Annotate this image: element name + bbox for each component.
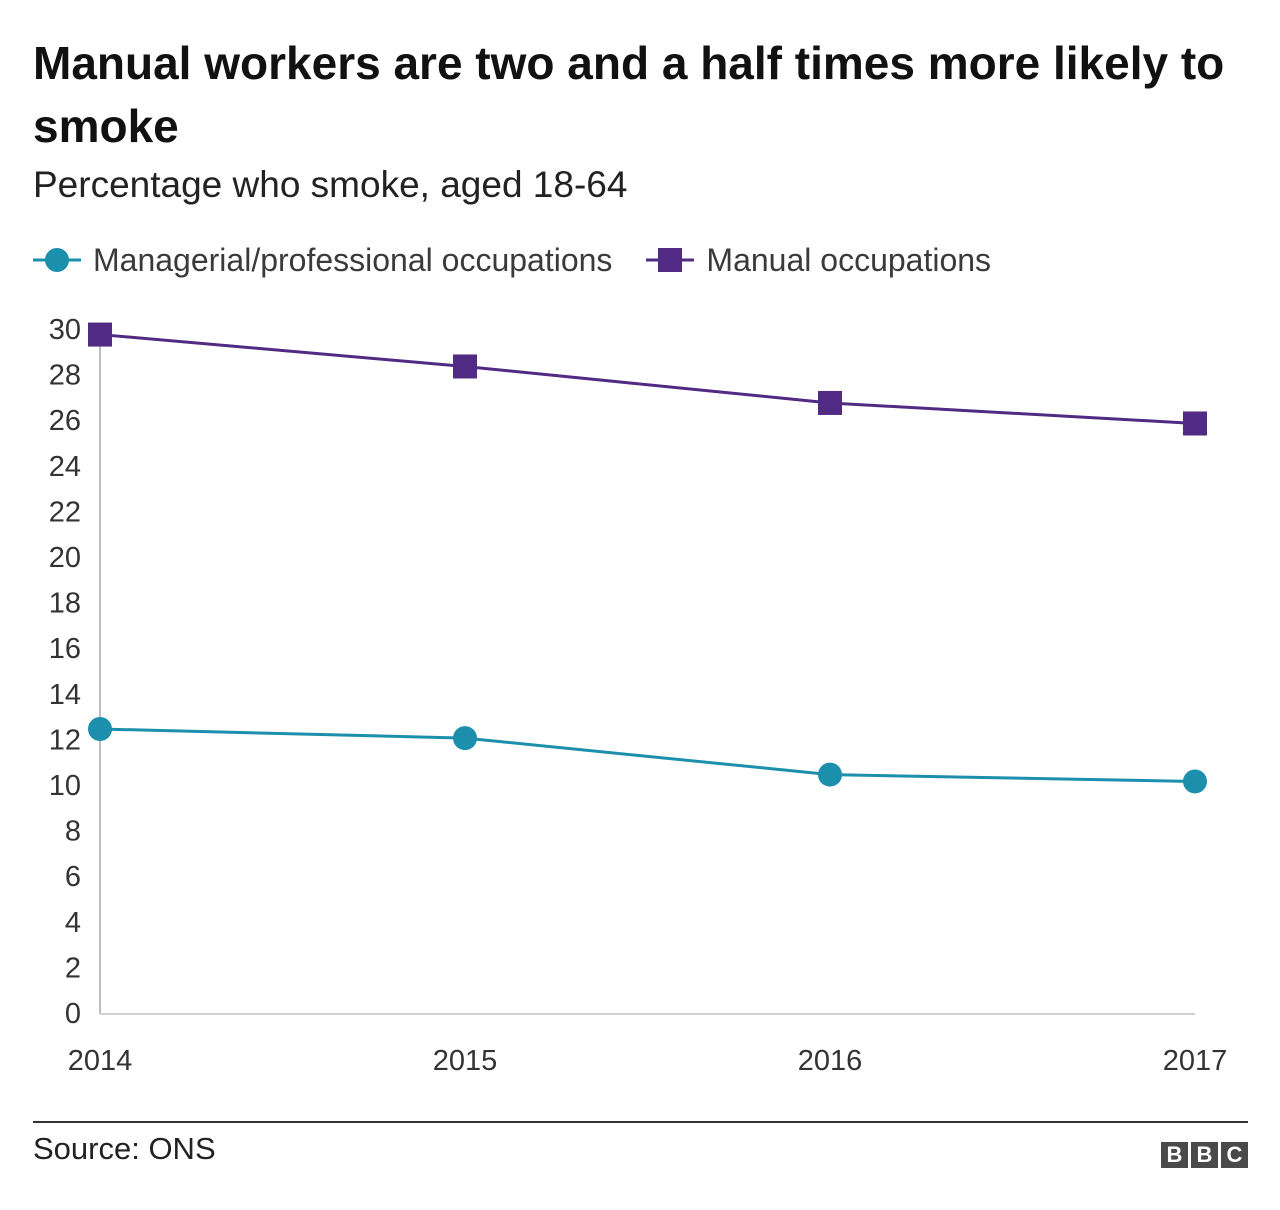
y-tick-label: 30 bbox=[49, 314, 81, 346]
chart-title: Manual workers are two and a half times … bbox=[33, 37, 1225, 152]
y-tick-label: 10 bbox=[49, 770, 81, 802]
y-tick-label: 24 bbox=[49, 451, 81, 483]
chart-subtitle: Percentage who smoke, aged 18-64 bbox=[33, 164, 628, 205]
legend-label-manual: Manual occupations bbox=[706, 241, 992, 278]
y-tick-label: 22 bbox=[49, 496, 81, 528]
series-line-0 bbox=[99, 727, 1196, 783]
y-tick-label: 18 bbox=[49, 588, 81, 620]
legend-item-managerial: Managerial/professional occupations bbox=[33, 236, 612, 284]
y-tick-label: 6 bbox=[65, 861, 81, 893]
x-tick-label: 2015 bbox=[433, 1045, 498, 1077]
y-tick-label: 28 bbox=[49, 360, 81, 392]
y-tick-label: 16 bbox=[49, 633, 81, 665]
data-point bbox=[88, 717, 112, 741]
y-tick-label: 12 bbox=[49, 724, 81, 756]
y-tick-label: 20 bbox=[49, 542, 81, 574]
y-tick-label: 26 bbox=[49, 405, 81, 437]
data-point bbox=[88, 322, 112, 347]
logo-letter-c: C bbox=[1221, 1142, 1248, 1168]
legend-square-marker-icon bbox=[646, 248, 695, 272]
x-tick-label: 2016 bbox=[798, 1045, 863, 1077]
y-tick-label: 8 bbox=[65, 816, 81, 848]
legend: Managerial/professional occupations Manu… bbox=[33, 236, 1025, 284]
data-point bbox=[818, 390, 842, 415]
x-tick-label: 2017 bbox=[1163, 1045, 1228, 1077]
x-tick-label: 2014 bbox=[68, 1045, 133, 1077]
bbc-logo: B B C bbox=[1158, 1142, 1248, 1168]
y-tick-label: 14 bbox=[49, 679, 81, 711]
logo-letter-b1: B bbox=[1161, 1142, 1188, 1168]
legend-circle-marker-icon bbox=[33, 248, 81, 272]
data-point bbox=[818, 762, 842, 787]
legend-item-manual: Manual occupations bbox=[646, 236, 991, 284]
y-tick-label: 2 bbox=[65, 952, 81, 984]
data-point bbox=[1183, 411, 1207, 436]
logo-letter-b2: B bbox=[1191, 1142, 1218, 1168]
data-point bbox=[453, 726, 477, 751]
data-point bbox=[453, 354, 477, 379]
source-text: Source: ONS bbox=[33, 1131, 216, 1166]
y-tick-label: 0 bbox=[65, 998, 81, 1030]
footer-divider bbox=[33, 1121, 1248, 1123]
legend-label-managerial: Managerial/professional occupations bbox=[93, 241, 613, 278]
series-line-1 bbox=[99, 333, 1196, 425]
data-point bbox=[1183, 769, 1207, 794]
y-tick-label: 4 bbox=[65, 907, 81, 939]
